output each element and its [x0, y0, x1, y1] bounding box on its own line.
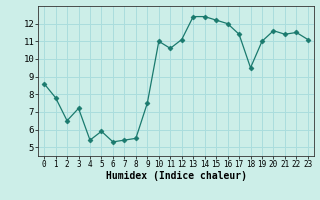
- X-axis label: Humidex (Indice chaleur): Humidex (Indice chaleur): [106, 171, 246, 181]
